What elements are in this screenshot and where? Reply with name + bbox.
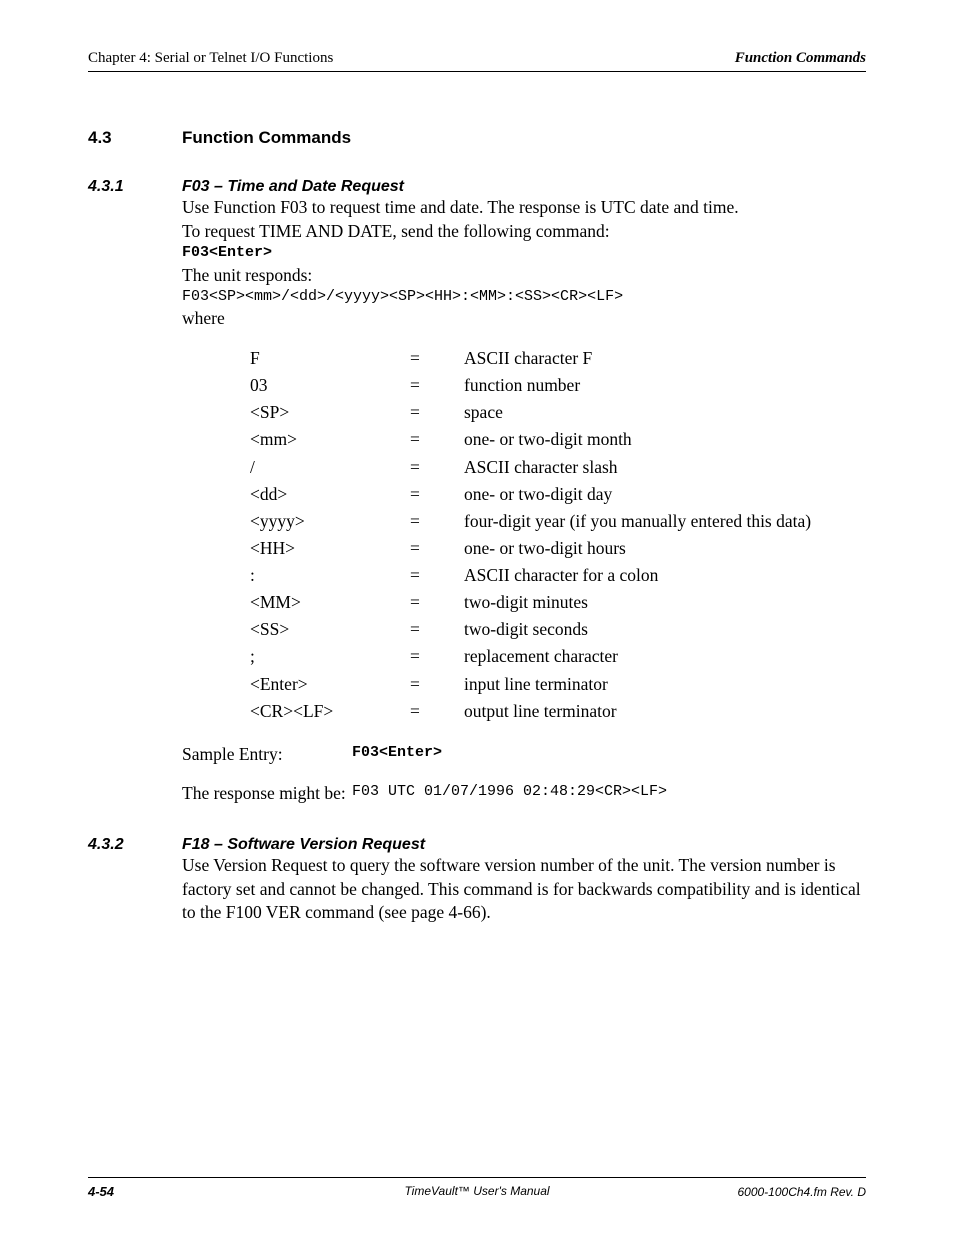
definition-symbol: <Enter>	[250, 671, 410, 698]
paragraph: Use Version Request to query the softwar…	[182, 854, 866, 925]
definition-row: <Enter>=input line terminator	[250, 671, 866, 698]
page-header: Chapter 4: Serial or Telnet I/O Function…	[88, 50, 866, 72]
definition-description: ASCII character F	[464, 345, 866, 372]
subsection-1-body: Use Function F03 to request time and dat…	[182, 196, 866, 806]
definition-description: four-digit year (if you manually entered…	[464, 508, 866, 535]
definition-symbol: <mm>	[250, 426, 410, 453]
subsection-number: 4.3.2	[88, 836, 182, 854]
sample-entry-row: Sample Entry: F03<Enter>	[182, 743, 866, 767]
subsection-heading-1: 4.3.1 F03 – Time and Date Request	[88, 178, 866, 196]
header-left: Chapter 4: Serial or Telnet I/O Function…	[88, 50, 333, 67]
section-number: 4.3	[88, 128, 182, 148]
definition-equals: =	[410, 698, 464, 725]
definition-equals: =	[410, 589, 464, 616]
definitions-list: F=ASCII character F03=function number<SP…	[250, 345, 866, 725]
paragraph: To request TIME AND DATE, send the follo…	[182, 220, 866, 244]
definition-row: <MM>=two-digit minutes	[250, 589, 866, 616]
definition-symbol: <yyyy>	[250, 508, 410, 535]
definition-row: /=ASCII character slash	[250, 454, 866, 481]
definition-row: :=ASCII character for a colon	[250, 562, 866, 589]
paragraph: Use Function F03 to request time and dat…	[182, 196, 866, 220]
definition-symbol: <MM>	[250, 589, 410, 616]
definition-row: <SP>=space	[250, 399, 866, 426]
definition-symbol: <HH>	[250, 535, 410, 562]
page: Chapter 4: Serial or Telnet I/O Function…	[0, 0, 954, 1235]
definition-equals: =	[410, 345, 464, 372]
definition-description: output line terminator	[464, 698, 866, 725]
response-example-row: The response might be: F03 UTC 01/07/199…	[182, 782, 866, 806]
definition-symbol: :	[250, 562, 410, 589]
definition-symbol: ;	[250, 643, 410, 670]
definition-description: space	[464, 399, 866, 426]
definition-description: one- or two-digit month	[464, 426, 866, 453]
response-example-value: F03 UTC 01/07/1996 02:48:29<CR><LF>	[352, 782, 667, 806]
definition-symbol: 03	[250, 372, 410, 399]
definition-description: function number	[464, 372, 866, 399]
response-example-label: The response might be:	[182, 782, 352, 806]
definition-symbol: /	[250, 454, 410, 481]
definition-equals: =	[410, 399, 464, 426]
subsection-title: F18 – Software Version Request	[182, 836, 425, 854]
definition-equals: =	[410, 671, 464, 698]
definition-equals: =	[410, 454, 464, 481]
paragraph: The unit responds:	[182, 264, 866, 288]
header-right: Function Commands	[735, 50, 866, 67]
definition-symbol: F	[250, 345, 410, 372]
definition-equals: =	[410, 372, 464, 399]
definition-equals: =	[410, 426, 464, 453]
sample-entry-label: Sample Entry:	[182, 743, 352, 767]
definition-description: replacement character	[464, 643, 866, 670]
section-heading: 4.3 Function Commands	[88, 128, 866, 148]
sample-entry-value: F03<Enter>	[352, 743, 442, 767]
definition-row: <SS>=two-digit seconds	[250, 616, 866, 643]
definition-equals: =	[410, 616, 464, 643]
definition-description: ASCII character for a colon	[464, 562, 866, 589]
definition-row: <mm>=one- or two-digit month	[250, 426, 866, 453]
paragraph: where	[182, 307, 866, 331]
definition-equals: =	[410, 562, 464, 589]
definition-symbol: <SS>	[250, 616, 410, 643]
response-text: F03<SP><mm>/<dd>/<yyyy><SP><HH>:<MM>:<SS…	[182, 287, 866, 307]
definition-row: <HH>=one- or two-digit hours	[250, 535, 866, 562]
subsection-2-body: Use Version Request to query the softwar…	[182, 854, 866, 925]
definition-equals: =	[410, 643, 464, 670]
subsection-heading-2: 4.3.2 F18 – Software Version Request	[88, 836, 866, 854]
definition-symbol: <SP>	[250, 399, 410, 426]
subsection-title: F03 – Time and Date Request	[182, 178, 404, 196]
definition-symbol: <dd>	[250, 481, 410, 508]
command-text: F03<Enter>	[182, 243, 866, 263]
definition-description: two-digit minutes	[464, 589, 866, 616]
definition-equals: =	[410, 481, 464, 508]
definition-row: <CR><LF>=output line terminator	[250, 698, 866, 725]
definition-description: one- or two-digit hours	[464, 535, 866, 562]
definition-description: ASCII character slash	[464, 454, 866, 481]
page-footer: 4-54 TimeVault™ User's Manual 6000-100Ch…	[88, 1177, 866, 1199]
definition-row: ;=replacement character	[250, 643, 866, 670]
definition-equals: =	[410, 508, 464, 535]
definition-row: <yyyy>=four-digit year (if you manually …	[250, 508, 866, 535]
definition-description: input line terminator	[464, 671, 866, 698]
definition-row: F=ASCII character F	[250, 345, 866, 372]
definition-row: <dd>=one- or two-digit day	[250, 481, 866, 508]
section-title: Function Commands	[182, 128, 351, 148]
definition-description: one- or two-digit day	[464, 481, 866, 508]
definition-symbol: <CR><LF>	[250, 698, 410, 725]
definition-equals: =	[410, 535, 464, 562]
subsection-number: 4.3.1	[88, 178, 182, 196]
definition-row: 03=function number	[250, 372, 866, 399]
definition-description: two-digit seconds	[464, 616, 866, 643]
footer-manual-title: TimeVault™ User's Manual	[88, 1184, 866, 1198]
